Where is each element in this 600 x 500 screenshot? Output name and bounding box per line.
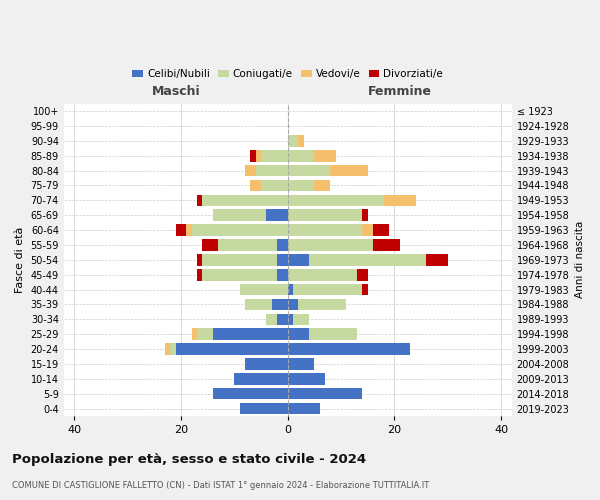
Bar [314,150,336,162]
Legend: Celibi/Nubili, Coniugati/e, Vedovi/e, Divorziati/e: Celibi/Nubili, Coniugati/e, Vedovi/e, Di… [128,65,447,84]
Bar [309,328,357,340]
Bar [384,194,416,206]
Bar [165,344,170,355]
Bar [240,402,288,414]
Bar [288,194,384,206]
Text: Maschi: Maschi [151,84,200,98]
Bar [202,254,277,266]
Bar [176,344,288,355]
Bar [170,344,176,355]
Bar [362,224,373,236]
Bar [261,180,288,192]
Bar [240,284,288,296]
Bar [277,254,288,266]
Bar [288,210,362,221]
Bar [202,269,277,280]
Bar [197,254,202,266]
Text: Popolazione per età, sesso e stato civile - 2024: Popolazione per età, sesso e stato civil… [12,452,366,466]
Bar [288,328,309,340]
Bar [266,314,277,325]
Bar [235,373,288,384]
Bar [192,224,288,236]
Bar [277,239,288,251]
Bar [427,254,448,266]
Bar [288,344,410,355]
Bar [357,269,368,280]
Bar [272,298,288,310]
Bar [331,165,368,176]
Bar [298,298,346,310]
Bar [293,314,309,325]
Bar [202,239,218,251]
Bar [309,254,427,266]
Bar [288,180,314,192]
Bar [213,210,266,221]
Bar [288,314,293,325]
Bar [362,284,368,296]
Bar [288,224,362,236]
Bar [266,210,288,221]
Bar [288,254,309,266]
Bar [288,269,357,280]
Bar [176,224,187,236]
Bar [250,180,261,192]
Text: Femmine: Femmine [368,84,432,98]
Bar [288,358,314,370]
Bar [288,373,325,384]
Bar [245,165,256,176]
Bar [362,210,368,221]
Bar [261,150,288,162]
Y-axis label: Fasce di età: Fasce di età [15,226,25,293]
Bar [298,135,304,146]
Bar [218,239,277,251]
Bar [256,150,261,162]
Bar [202,194,288,206]
Bar [373,239,400,251]
Bar [288,165,331,176]
Bar [250,150,256,162]
Bar [256,165,288,176]
Bar [197,328,213,340]
Bar [288,135,298,146]
Bar [288,284,293,296]
Bar [288,239,373,251]
Bar [288,388,362,400]
Bar [373,224,389,236]
Bar [288,150,314,162]
Bar [213,328,288,340]
Bar [197,269,202,280]
Bar [197,194,202,206]
Bar [277,314,288,325]
Text: COMUNE DI CASTIGLIONE FALLETTO (CN) - Dati ISTAT 1° gennaio 2024 - Elaborazione : COMUNE DI CASTIGLIONE FALLETTO (CN) - Da… [12,480,429,490]
Bar [192,328,197,340]
Bar [187,224,192,236]
Y-axis label: Anni di nascita: Anni di nascita [575,221,585,298]
Bar [213,388,288,400]
Bar [288,402,320,414]
Bar [293,284,362,296]
Bar [277,269,288,280]
Bar [245,298,272,310]
Bar [288,298,298,310]
Bar [314,180,331,192]
Bar [245,358,288,370]
